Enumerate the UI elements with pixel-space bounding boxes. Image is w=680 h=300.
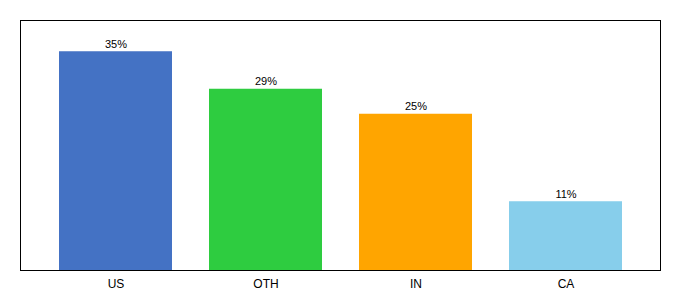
svg-text:IN: IN (410, 277, 422, 291)
svg-text:25%: 25% (405, 100, 427, 112)
svg-text:35%: 35% (105, 38, 127, 50)
svg-text:29%: 29% (255, 75, 277, 87)
svg-text:11%: 11% (555, 188, 576, 200)
svg-text:CA: CA (558, 277, 575, 291)
svg-text:US: US (108, 277, 125, 291)
svg-text:OTH: OTH (253, 277, 278, 291)
